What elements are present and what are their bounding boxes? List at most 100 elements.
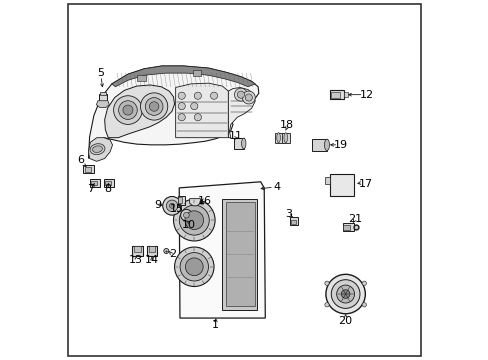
Bar — [233, 138, 244, 149]
Circle shape — [362, 303, 366, 307]
Text: 17: 17 — [358, 179, 372, 189]
Bar — [274, 133, 282, 143]
Circle shape — [163, 248, 168, 253]
Circle shape — [140, 93, 167, 120]
Ellipse shape — [324, 139, 329, 150]
Circle shape — [180, 210, 192, 221]
Circle shape — [179, 205, 209, 235]
Text: 7: 7 — [87, 184, 94, 194]
Circle shape — [178, 103, 185, 110]
Ellipse shape — [92, 146, 102, 152]
Bar — [89, 179, 100, 187]
Bar — [105, 180, 111, 185]
Ellipse shape — [276, 133, 280, 143]
Bar — [311, 139, 326, 150]
Bar — [99, 94, 106, 101]
Circle shape — [169, 203, 174, 208]
Bar — [100, 92, 105, 95]
Circle shape — [362, 281, 366, 285]
Circle shape — [145, 98, 163, 115]
Circle shape — [190, 103, 198, 110]
Ellipse shape — [284, 133, 287, 143]
Circle shape — [119, 101, 137, 120]
Ellipse shape — [241, 138, 245, 149]
Bar — [222, 199, 257, 310]
Circle shape — [336, 285, 354, 303]
Text: 1: 1 — [212, 320, 219, 330]
Bar — [343, 224, 353, 231]
Bar — [134, 246, 141, 252]
Circle shape — [185, 258, 203, 276]
Text: 14: 14 — [144, 255, 159, 265]
Bar — [329, 90, 344, 99]
Circle shape — [341, 290, 349, 298]
Circle shape — [149, 102, 159, 111]
Bar — [90, 180, 97, 185]
Circle shape — [234, 88, 247, 101]
Ellipse shape — [90, 144, 105, 154]
Polygon shape — [96, 101, 109, 108]
Circle shape — [163, 197, 181, 215]
Circle shape — [174, 247, 214, 287]
Polygon shape — [104, 85, 174, 138]
Text: 20: 20 — [338, 316, 352, 326]
Bar — [291, 220, 296, 224]
Text: 3: 3 — [284, 209, 291, 219]
Bar — [343, 225, 349, 230]
Circle shape — [324, 281, 328, 285]
Bar — [289, 217, 298, 225]
Circle shape — [210, 92, 217, 99]
Polygon shape — [175, 83, 228, 138]
Bar — [281, 133, 289, 143]
Circle shape — [244, 94, 252, 101]
Polygon shape — [112, 66, 255, 87]
Bar — [344, 93, 347, 97]
Circle shape — [180, 253, 208, 281]
Circle shape — [166, 200, 178, 212]
Circle shape — [178, 92, 185, 99]
Bar — [178, 196, 185, 205]
Bar — [178, 197, 182, 203]
Polygon shape — [228, 87, 255, 138]
Bar — [83, 165, 93, 173]
Circle shape — [242, 91, 255, 104]
Text: 10: 10 — [182, 220, 196, 230]
Text: 13: 13 — [129, 255, 143, 265]
Text: 19: 19 — [333, 140, 347, 150]
Bar — [225, 202, 254, 306]
Text: 6: 6 — [77, 155, 83, 165]
Bar — [148, 246, 155, 252]
Polygon shape — [88, 66, 258, 158]
Polygon shape — [88, 138, 112, 161]
Text: 16: 16 — [197, 196, 211, 206]
Bar — [192, 69, 201, 76]
Circle shape — [184, 211, 203, 230]
Polygon shape — [179, 182, 265, 318]
Bar — [146, 246, 157, 256]
Text: 9: 9 — [154, 200, 161, 210]
Circle shape — [183, 212, 189, 218]
Bar — [137, 75, 145, 81]
Circle shape — [325, 274, 365, 314]
Polygon shape — [325, 177, 329, 184]
Text: 18: 18 — [279, 121, 293, 130]
Circle shape — [237, 91, 244, 98]
Circle shape — [330, 280, 359, 309]
Bar — [84, 167, 91, 172]
Circle shape — [113, 96, 142, 125]
Circle shape — [173, 199, 215, 241]
Bar — [330, 92, 339, 98]
Circle shape — [324, 303, 328, 307]
Text: 21: 21 — [347, 215, 361, 224]
Text: 2: 2 — [169, 248, 176, 258]
Circle shape — [178, 114, 185, 121]
Text: 5: 5 — [97, 68, 103, 78]
Circle shape — [122, 105, 133, 115]
Bar — [132, 246, 142, 256]
Text: 15: 15 — [170, 204, 183, 215]
Text: 11: 11 — [228, 131, 243, 141]
Text: 12: 12 — [359, 90, 373, 100]
Bar — [329, 174, 353, 196]
Circle shape — [194, 114, 201, 121]
Text: 8: 8 — [104, 184, 112, 194]
